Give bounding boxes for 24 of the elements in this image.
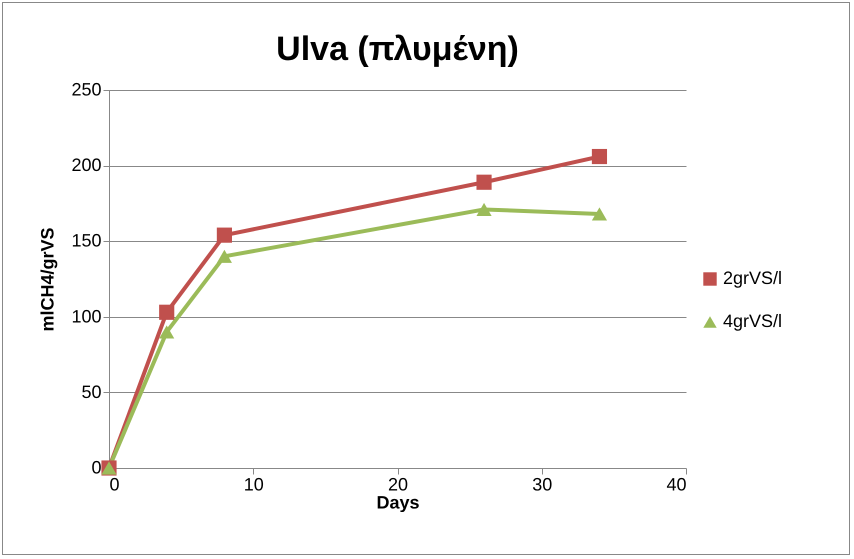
point — [216, 228, 232, 243]
legend-label: 4grVS/l — [723, 311, 782, 331]
y-axis-title: mlCH4/grVS — [37, 227, 58, 332]
point — [476, 174, 492, 190]
y-tick-label: 250 — [71, 80, 102, 100]
x-axis-title: Days — [376, 492, 420, 512]
point — [216, 250, 232, 263]
legend-label: 2grVS/l — [723, 268, 782, 288]
y-tick-label: 200 — [71, 155, 102, 176]
y-tick-label: 0 — [91, 458, 102, 478]
x-tick-label: 30 — [532, 474, 552, 494]
point — [592, 207, 608, 221]
x-tick-label: 20 — [388, 474, 408, 494]
point — [159, 304, 174, 320]
point — [592, 148, 608, 164]
x-tick-label: 0 — [110, 474, 120, 494]
point — [476, 202, 492, 216]
chart-title: Ulva (πλυμένη) — [276, 30, 519, 68]
point — [159, 325, 174, 338]
x-tick-label: 40 — [666, 474, 686, 494]
y-tick-label: 100 — [71, 306, 102, 326]
x-tick-label: 10 — [244, 474, 264, 494]
y-tick-label: 50 — [81, 382, 102, 402]
y-tick-label: 150 — [71, 230, 102, 251]
